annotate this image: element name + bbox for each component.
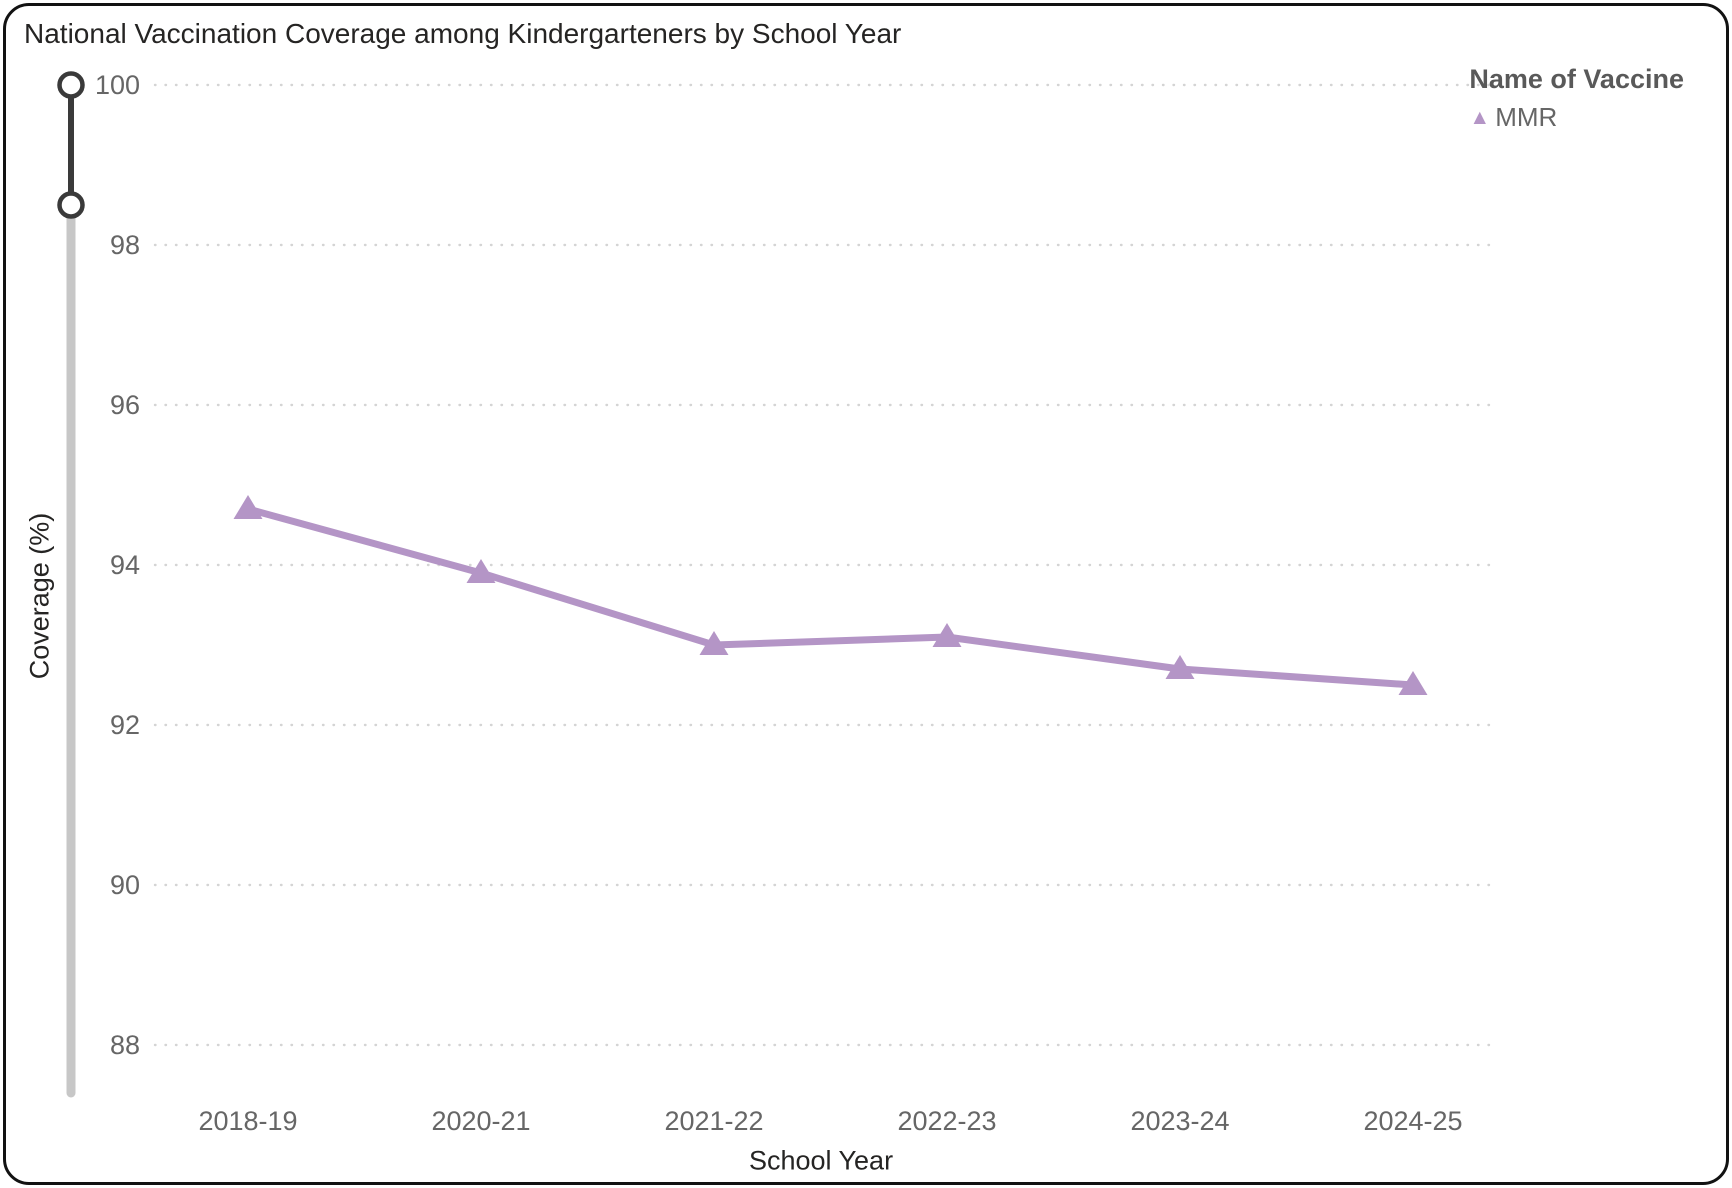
mmr-marker-2020-21[interactable] xyxy=(466,559,496,583)
x-tick-label-2018-19: 2018-19 xyxy=(198,1106,297,1136)
legend-item-mmr[interactable]: ▲ MMR xyxy=(1469,102,1684,133)
legend-title: Name of Vaccine xyxy=(1469,64,1684,94)
y-tick-label-90: 90 xyxy=(110,870,140,900)
x-tick-label-2024-25: 2024-25 xyxy=(1363,1106,1462,1136)
y-zoom-slider-lower-handle[interactable] xyxy=(57,191,85,219)
y-tick-label-98: 98 xyxy=(110,230,140,260)
mmr-marker-2018-19[interactable] xyxy=(233,495,263,519)
x-tick-label-2022-23: 2022-23 xyxy=(897,1106,996,1136)
y-tick-label-88: 88 xyxy=(110,1030,140,1060)
mmr-marker-2022-23[interactable] xyxy=(932,623,962,647)
y-tick-label-92: 92 xyxy=(110,710,140,740)
y-tick-label-94: 94 xyxy=(110,550,140,580)
legend-item-label: MMR xyxy=(1495,102,1558,132)
line-chart-canvas: 100 98 96 94 92 90 88 2018-19 2020-21 2021-22 2022… xyxy=(57,70,1491,1136)
visual-card: National Vaccination Coverage among Kind… xyxy=(3,3,1729,1185)
mmr-line xyxy=(244,505,1417,689)
x-tick-label-2021-22: 2021-22 xyxy=(664,1106,763,1136)
x-tick-label-2023-24: 2023-24 xyxy=(1130,1106,1229,1136)
y-axis-title: Coverage (%) xyxy=(24,512,55,680)
x-tick-label-2020-21: 2020-21 xyxy=(431,1106,530,1136)
mmr-marker-2023-24[interactable] xyxy=(1165,655,1195,679)
x-axis-title: School Year xyxy=(748,1145,894,1176)
mmr-marker-2021-22[interactable] xyxy=(699,631,729,655)
chart-title: National Vaccination Coverage among Kind… xyxy=(24,18,902,49)
y-zoom-slider-upper-handle[interactable] xyxy=(57,71,85,99)
y-tick-label-96: 96 xyxy=(110,390,140,420)
triangle-marker-icon: ▲ xyxy=(1469,106,1491,129)
legend: Name of Vaccine ▲ MMR xyxy=(1469,64,1684,133)
mmr-marker-2024-25[interactable] xyxy=(1398,671,1428,695)
y-tick-label-100: 100 xyxy=(95,70,140,100)
